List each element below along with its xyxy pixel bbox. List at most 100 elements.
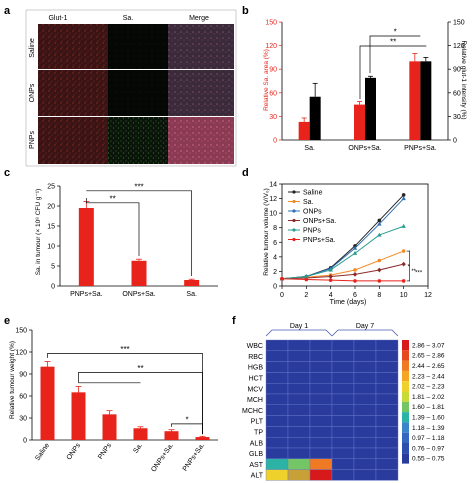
panel-d-ytick-label: 14 <box>269 182 277 189</box>
heatmap-cell <box>375 361 399 373</box>
panel-d-series-line <box>281 263 404 280</box>
panel-b-bar <box>365 77 376 140</box>
heatmap-legend-label: 1.60 – 1.81 <box>412 404 445 411</box>
panel-b-y2tick-label: 60 <box>453 90 461 97</box>
panel-e-category-label: PNPs+Sa. <box>182 442 206 473</box>
panel-d-ytick-label: 10 <box>269 211 277 218</box>
panel-b-ytick-label: 0 <box>273 138 277 145</box>
panel-e-sig-3-label: * <box>185 415 188 424</box>
micrograph-saline-glut1 <box>38 24 108 69</box>
panel-d-ytick-label: 2 <box>273 269 277 276</box>
panel-c-ytick-label: 5 <box>51 264 55 271</box>
panel-e-ytick-label: 120 <box>15 350 27 357</box>
heatmap-legend-label: 2.23 – 2.44 <box>412 373 445 380</box>
heatmap-cell <box>353 350 377 362</box>
panel-d-legend-label: ONPs <box>303 209 322 216</box>
heatmap-legend-swatch <box>402 391 409 402</box>
panel-e-bar <box>102 414 117 440</box>
row-label-saline: Saline <box>29 38 36 58</box>
heatmap-cell <box>353 361 377 373</box>
panel-b-y2tick-label: 120 <box>453 43 465 50</box>
panel-c-bar <box>184 280 200 286</box>
panel-d-legend-label: PNPs+Sa. <box>303 237 336 244</box>
panel-c-sig-2-label: *** <box>134 182 143 191</box>
heatmap-cell <box>331 404 355 416</box>
panel-d-ytick-label: 8 <box>273 225 277 232</box>
heatmap-cell <box>287 469 311 481</box>
heatmap-legend-swatch <box>402 370 409 382</box>
panel-e-category-label: ONPs+Sa. <box>150 442 175 473</box>
heatmap-cell <box>265 469 289 481</box>
micrograph-saline-merge <box>168 24 234 69</box>
heatmap-cell <box>353 339 377 352</box>
panel-b-ytick-label: 30 <box>269 114 277 121</box>
heatmap-legend-label: 2.02 – 2.23 <box>412 384 445 391</box>
heatmap-row-label: PLT <box>251 419 264 426</box>
panel-d-sig-label-1: * <box>407 265 410 271</box>
heatmap-cell <box>331 415 355 427</box>
panel-e-ytick-label: 0 <box>23 438 27 445</box>
heatmap-cell <box>287 426 311 438</box>
panel-c-category-label: ONPs+Sa. <box>122 291 155 298</box>
panel-d: d Relative tumour volume (V/V₀) Time (da… <box>242 167 432 306</box>
heatmap-cell <box>287 404 311 416</box>
heatmap-legend-label: 0.97 – 1.18 <box>412 435 445 442</box>
col-header-merge: Merge <box>189 15 209 22</box>
heatmap-cell <box>265 383 289 395</box>
panel-d-label: d <box>242 167 249 179</box>
heatmap-row-label: ALB <box>250 440 264 447</box>
panel-c: c Sa. in tumour (× 10⁸ CFU g⁻¹) 0 5 10 15 20… <box>4 167 218 298</box>
heatmap-legend-swatch <box>402 360 409 371</box>
heatmap-row-label: ALT <box>251 473 264 480</box>
panel-d-xlabel: Time (days) <box>330 299 367 306</box>
heatmap-cell <box>375 404 399 416</box>
panel-c-category-label: Sa. <box>186 291 197 298</box>
col-header-glut1: Glut-1 <box>48 15 67 22</box>
heatmap-legend-swatch <box>402 412 409 423</box>
heatmap-cell <box>353 469 377 481</box>
panel-b-ytick-label: 60 <box>269 90 277 97</box>
panel-d-point <box>401 279 406 283</box>
panel-c-ytick-label: 0 <box>51 284 55 291</box>
panel-e-category-label: ONPs <box>66 442 83 462</box>
panel-d-ylabel: Relative tumour volume (V/V₀) <box>263 188 270 276</box>
heatmap-cell <box>331 383 355 395</box>
heatmap-cell <box>331 469 355 481</box>
panel-d-point <box>280 276 284 281</box>
heatmap-cell <box>309 415 333 427</box>
row-label-onps: ONPs <box>29 83 36 102</box>
heatmap-cell <box>353 383 377 395</box>
panel-d-xtick-label: 4 <box>329 292 333 299</box>
panel-b-sig-1-label: * <box>394 28 397 37</box>
panel-d-series-line <box>281 198 405 280</box>
panel-d-ytick-label: 0 <box>273 284 277 291</box>
panel-e-sig-3-line <box>171 423 203 435</box>
heatmap-row-label: AST <box>249 462 263 469</box>
heatmap-cell <box>287 350 311 362</box>
panel-c-ylabel: Sa. in tumour (× 10⁸ CFU g⁻¹) <box>35 189 42 276</box>
panel-b-y2label: Relative glut-1 intensity (%) <box>460 40 467 119</box>
panel-e-ytick-label: 150 <box>15 328 27 335</box>
heatmap-cell <box>287 372 311 384</box>
panel-d-point <box>401 261 406 267</box>
panel-d-point <box>328 278 333 282</box>
panel-d-point <box>377 218 382 223</box>
heatmap-cell <box>353 393 377 406</box>
panel-e: e Relative tumour weight (%) 0 30 60 90 120 1… <box>4 315 218 473</box>
panel-e-ytick-label: 30 <box>19 416 27 423</box>
heatmap-legend-swatch <box>402 350 409 361</box>
micrograph-saline-sa <box>108 24 168 69</box>
panel-d-legend-label: PNPs <box>303 228 321 235</box>
panel-b-bar <box>420 61 432 141</box>
heatmap-cell <box>287 393 311 406</box>
panel-d-series-line <box>281 250 404 280</box>
heatmap-cell <box>265 458 289 470</box>
panel-d-sig-label-3: *** <box>415 270 423 276</box>
heatmap-cell <box>331 393 355 406</box>
heatmap-cell <box>309 458 333 470</box>
micrograph-onps-glut1 <box>38 70 108 116</box>
heatmap-cell <box>375 372 399 384</box>
heatmap-row-label: HGB <box>248 365 264 372</box>
heatmap-cell <box>353 404 377 416</box>
